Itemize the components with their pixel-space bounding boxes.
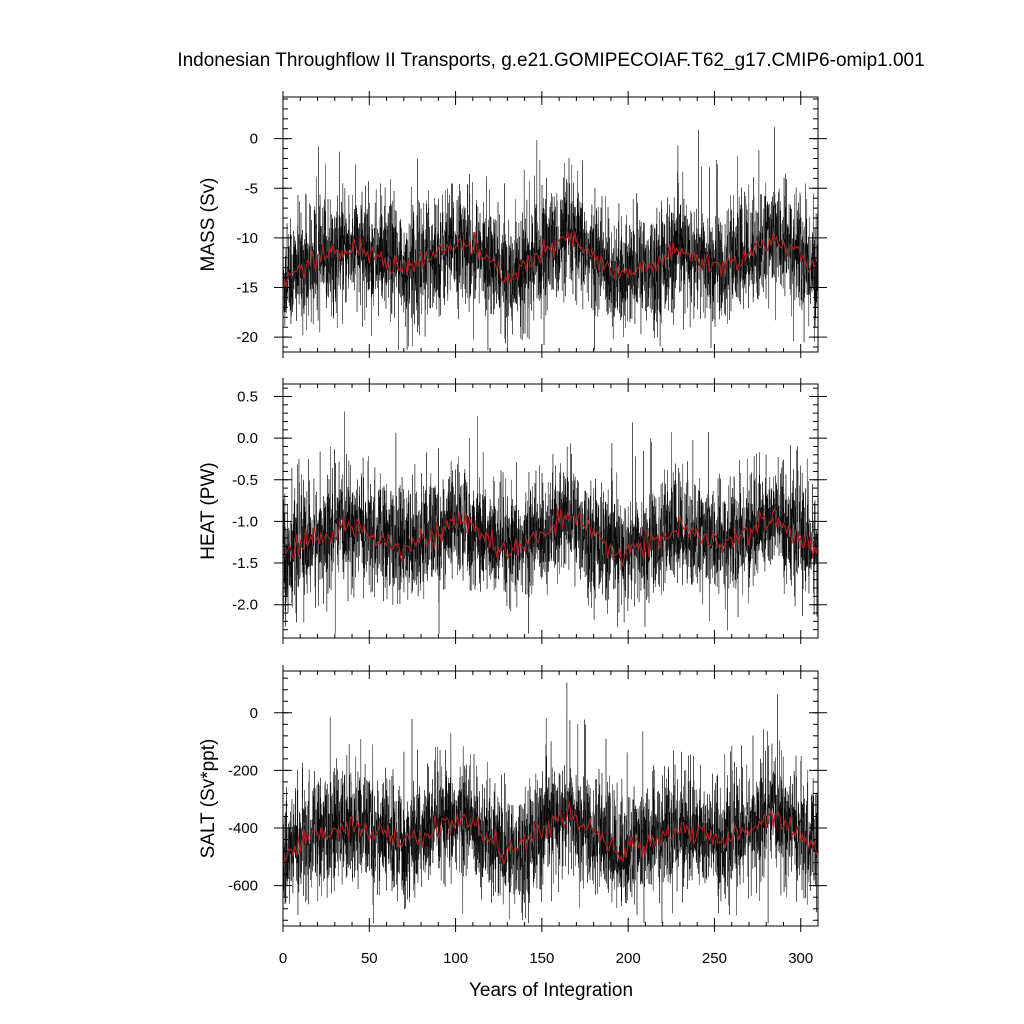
y-tick-label: 0.5 <box>237 388 258 405</box>
y-tick-label: -15 <box>236 280 258 297</box>
x-axis-title: Years of Integration <box>469 980 633 1001</box>
y-tick-label: -1.5 <box>232 555 258 572</box>
panel-2: 0.5 0.0 -0.5 -1.0 -1.5 -2.0 HEAT (PW) <box>198 378 827 644</box>
y-tick-label: -0.5 <box>232 472 258 489</box>
y-tick-label: -2.0 <box>232 597 258 614</box>
monthly-series-line <box>282 682 819 924</box>
y-tick-label: -1.0 <box>232 513 258 530</box>
y-tick-label: -5 <box>245 180 258 197</box>
x-tick-label: 200 <box>616 950 641 967</box>
y-axis-title: SALT (Sv*ppt) <box>198 739 219 859</box>
x-tick-label: 250 <box>702 950 727 967</box>
y-tick-label: 0 <box>250 131 258 148</box>
y-tick-label: -400 <box>228 820 258 837</box>
monthly-series-line <box>282 411 819 634</box>
y-tick-label: -20 <box>236 329 258 346</box>
annual-mean-series-line <box>282 231 819 289</box>
x-tick-label: 300 <box>788 950 813 967</box>
annual-mean-series-line <box>282 801 819 868</box>
x-tick-label: 50 <box>361 950 378 967</box>
y-axis-title: HEAT (PW) <box>198 462 219 559</box>
x-tick-label: 150 <box>529 950 554 967</box>
y-tick-label: -10 <box>236 230 258 247</box>
panel-3: 0 50 100 150 200 250 300 0 -200 -400 -600 SALT (Sv*… <box>198 665 827 967</box>
plot-frame <box>282 670 819 927</box>
plot-frame <box>282 383 819 639</box>
y-tick-label: 0.0 <box>237 430 258 447</box>
y-tick-label: -200 <box>228 762 258 779</box>
annual-mean-series-line <box>282 507 819 567</box>
monthly-series-line <box>282 127 819 351</box>
y-tick-label: 0 <box>250 705 258 722</box>
x-tick-label: 100 <box>443 950 468 967</box>
x-tick-label: 0 <box>279 950 287 967</box>
chart-title: Indonesian Throughflow II Transports, g.… <box>177 50 924 71</box>
y-tick-label: -600 <box>228 878 258 895</box>
plot-frame <box>282 96 819 353</box>
panel-1: 0 -5 -10 -15 -20 MASS (Sv) <box>198 91 827 358</box>
y-axis-title: MASS (Sv) <box>198 178 219 272</box>
